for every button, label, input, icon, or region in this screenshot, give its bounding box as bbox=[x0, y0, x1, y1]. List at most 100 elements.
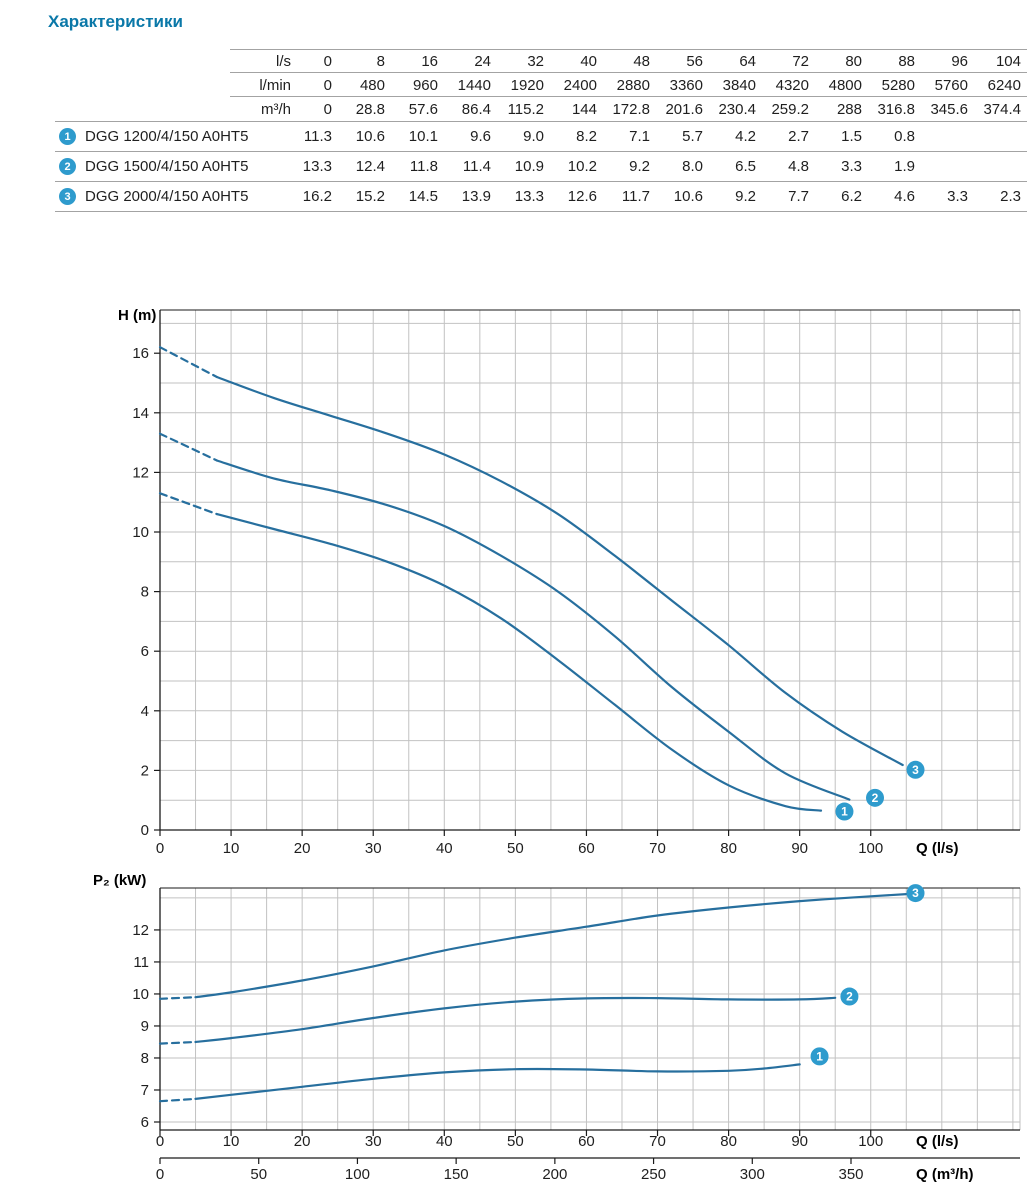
flow-value: 16 bbox=[421, 52, 438, 70]
y-tick-label: 6 bbox=[141, 1114, 149, 1131]
curve-badge-label: 1 bbox=[816, 1049, 823, 1063]
curve-2-dashed-start bbox=[158, 432, 218, 462]
axes-frame bbox=[159, 309, 1020, 831]
flow-value: 56 bbox=[686, 52, 703, 70]
flow-value: 3360 bbox=[669, 76, 703, 94]
x2-tick-label: 150 bbox=[444, 1166, 469, 1183]
curve-3 bbox=[194, 893, 908, 999]
head-value: 5.7 bbox=[682, 128, 703, 145]
flow-value: 104 bbox=[995, 52, 1021, 70]
axes-frame bbox=[159, 887, 1020, 1131]
head-value: 2.3 bbox=[1000, 188, 1021, 205]
unit-label: l/s bbox=[276, 52, 291, 70]
y-axis-title: H (m) bbox=[118, 307, 156, 324]
curve-badge-label: 1 bbox=[841, 805, 848, 819]
head-value: 16.2 bbox=[302, 188, 332, 205]
flow-value: 64 bbox=[739, 52, 756, 70]
flow-value: 480 bbox=[359, 76, 385, 94]
flow-value: 345.6 bbox=[930, 100, 968, 118]
flow-value: 0 bbox=[323, 100, 332, 118]
table-body: 1 DGG 1200/4/150 A0HT5 11.3 10.6 10.1 9.6 9.0 8… bbox=[55, 122, 1027, 212]
curve-badge-label: 3 bbox=[912, 886, 919, 900]
x-tick-label: 0 bbox=[156, 1133, 164, 1150]
x-tick-label: 60 bbox=[578, 840, 595, 857]
head-value: 14.5 bbox=[408, 188, 438, 205]
flow-value: 5280 bbox=[881, 76, 915, 94]
y-tick-label: 12 bbox=[132, 464, 149, 481]
x2-tick-label: 350 bbox=[838, 1166, 863, 1183]
y-tick-label: 12 bbox=[132, 922, 149, 939]
flow-value: 1440 bbox=[457, 76, 491, 94]
flow-value: 259.2 bbox=[771, 100, 809, 118]
head-value: 4.8 bbox=[788, 158, 809, 175]
x-tick-label: 0 bbox=[156, 840, 164, 857]
flow-value: 96 bbox=[951, 52, 968, 70]
flow-value: 4800 bbox=[828, 76, 862, 94]
x2-axis-title: Q (m³/h) bbox=[916, 1166, 974, 1183]
flow-value: 2880 bbox=[616, 76, 650, 94]
x-tick-label: 50 bbox=[507, 840, 524, 857]
curve-1 bbox=[194, 1063, 801, 1100]
x2-tick-label: 50 bbox=[250, 1166, 267, 1183]
head-value: 1.5 bbox=[841, 128, 862, 145]
flow-value: 3840 bbox=[722, 76, 756, 94]
x2-tick-label: 0 bbox=[156, 1166, 164, 1183]
curve-badge-label: 3 bbox=[912, 763, 919, 777]
flow-value: 960 bbox=[412, 76, 438, 94]
table-row: 2 DGG 1500/4/150 A0HT5 13.3 12.4 11.8 11.4 10.… bbox=[55, 152, 1027, 182]
flow-value: 144 bbox=[571, 100, 597, 118]
y-tick-label: 8 bbox=[141, 584, 149, 601]
curves: 1 2 3 bbox=[158, 884, 925, 1103]
head-value: 13.9 bbox=[461, 188, 491, 205]
x-tick-label: 20 bbox=[294, 1133, 311, 1150]
head-value: 10.1 bbox=[408, 128, 438, 145]
model-name: DGG 2000/4/150 A0HT5 bbox=[85, 188, 249, 205]
x-tick-label: 50 bbox=[507, 1133, 524, 1150]
flow-value: 6240 bbox=[987, 76, 1021, 94]
curve-badge-label: 2 bbox=[872, 791, 879, 805]
y-tick-label: 2 bbox=[141, 762, 149, 779]
x-tick-label: 80 bbox=[720, 840, 737, 857]
head-value: 2.7 bbox=[788, 128, 809, 145]
flow-value: 40 bbox=[580, 52, 597, 70]
x-axis-title: Q (l/s) bbox=[916, 840, 959, 857]
head-value: 7.7 bbox=[788, 188, 809, 205]
model-cell: 3 DGG 2000/4/150 A0HT5 bbox=[55, 188, 248, 205]
y-tick-label: 11 bbox=[133, 954, 149, 971]
y-tick-label: 7 bbox=[141, 1082, 149, 1099]
series-badge: 3 bbox=[59, 188, 76, 205]
table-row: 3 DGG 2000/4/150 A0HT5 16.2 15.2 14.5 13.9 13.… bbox=[55, 182, 1027, 212]
head-value: 7.1 bbox=[629, 128, 650, 145]
head-value: 13.3 bbox=[302, 158, 332, 175]
head-value: 9.0 bbox=[523, 128, 544, 145]
curve-2 bbox=[215, 459, 851, 801]
curve-badge-label: 2 bbox=[846, 990, 853, 1004]
y-axis-title: P₂ (kW) bbox=[93, 872, 146, 889]
table-header-row: m³/h 0 28.8 57.6 86.4 115.2 144 172.8 201.6 230.4… bbox=[55, 97, 1027, 121]
head-value: 10.6 bbox=[355, 128, 385, 145]
secondary-x-axis: 0 50 100 150 200 250 300 350 bbox=[156, 1157, 1020, 1183]
curve-1-dashed-start bbox=[158, 1097, 197, 1103]
y-tick-label: 8 bbox=[141, 1050, 149, 1067]
flow-value: 8 bbox=[376, 52, 385, 70]
gridlines bbox=[160, 310, 1021, 830]
gridlines bbox=[160, 888, 1021, 1130]
unit-label: l/min bbox=[259, 76, 291, 94]
y-tick-label: 4 bbox=[141, 703, 149, 720]
head-value: 11.7 bbox=[621, 188, 650, 205]
curve-badge-1 bbox=[835, 802, 854, 821]
head-value: 10.6 bbox=[673, 188, 703, 205]
head-value: 3.3 bbox=[947, 188, 968, 205]
curve-2-dashed-start bbox=[158, 1040, 197, 1045]
flow-value: 57.6 bbox=[408, 100, 438, 118]
head-value: 9.2 bbox=[735, 188, 756, 205]
flow-value: 88 bbox=[898, 52, 915, 70]
unit-label: m³/h bbox=[261, 100, 291, 118]
flow-value: 0 bbox=[323, 52, 332, 70]
x-tick-label: 30 bbox=[365, 1133, 382, 1150]
head-value: 12.4 bbox=[355, 158, 385, 175]
head-value: 11.3 bbox=[303, 128, 332, 145]
